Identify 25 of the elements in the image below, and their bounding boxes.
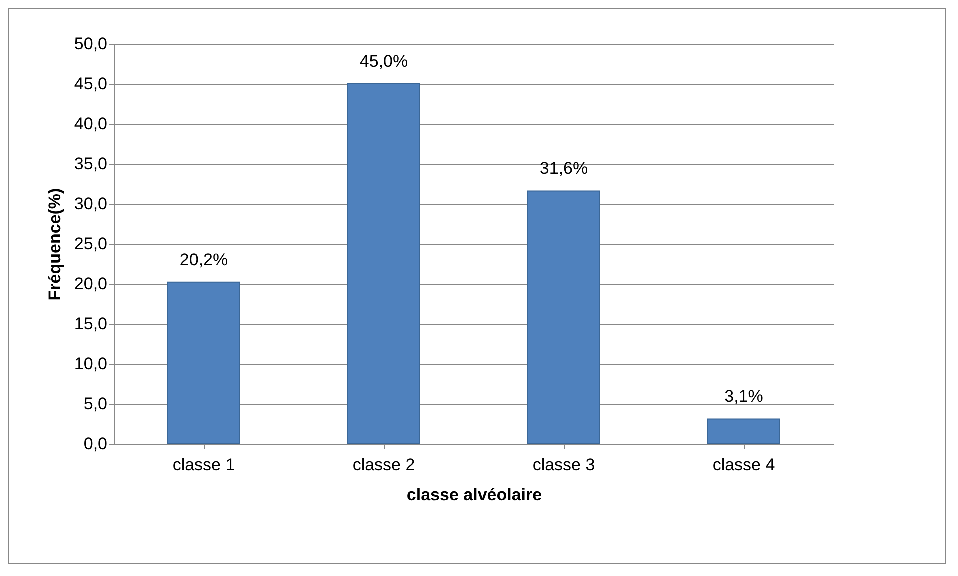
y-tick-label: 5,0 (84, 394, 108, 414)
data-label: 31,6% (540, 159, 588, 178)
x-tick-label: classe 3 (532, 456, 596, 474)
data-label: 20,2% (180, 250, 228, 270)
y-tick-label: 35,0 (74, 154, 108, 174)
y-tick-label: 10,0 (74, 354, 108, 374)
y-tick-label: 30,0 (74, 194, 108, 214)
data-label: 3,1% (724, 387, 764, 406)
y-tick-label: 50,0 (74, 34, 108, 54)
data-label: 45,0% (360, 52, 408, 71)
y-tick-label: 45,0 (74, 74, 108, 94)
y-tick-label: 40,0 (74, 114, 108, 134)
bar (708, 418, 780, 444)
x-tick-label: classe 2 (352, 456, 416, 474)
y-tick-label: 15,0 (74, 314, 108, 334)
bar (528, 190, 600, 444)
y-tick-label: 20,0 (74, 274, 108, 294)
y-tick-label: 0,0 (84, 434, 108, 454)
x-tick-label: classe 1 (172, 456, 236, 474)
y-tick-label: 25,0 (74, 234, 108, 254)
bar (168, 282, 240, 444)
bar (348, 84, 420, 444)
x-axis-title: classe alvéolaire (406, 486, 542, 504)
y-axis-title: Fréquence(%) (45, 188, 64, 301)
x-tick-label: classe 4 (712, 456, 776, 474)
